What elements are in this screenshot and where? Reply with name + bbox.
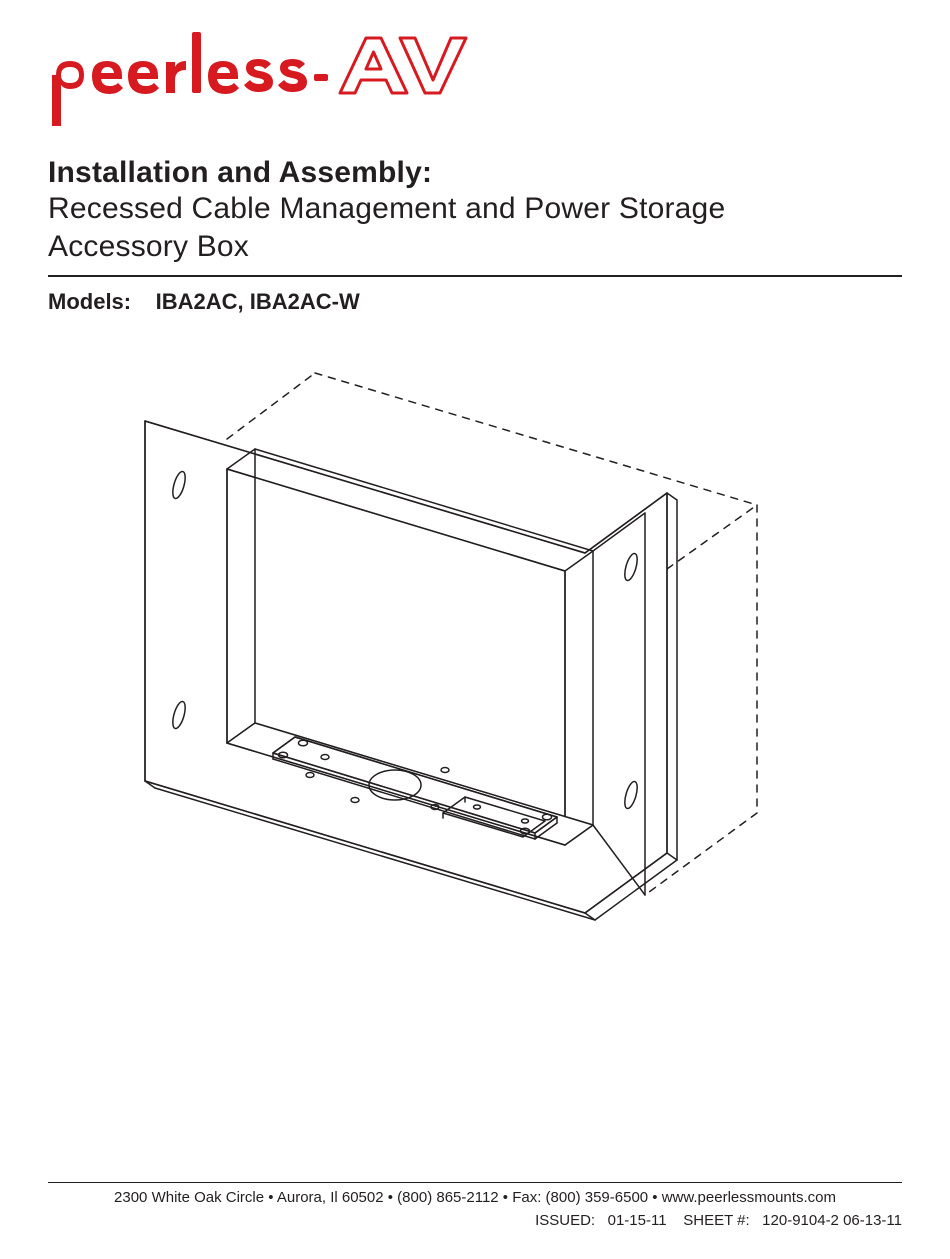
brand-logo — [48, 30, 902, 138]
title-main: Installation and Assembly: — [48, 156, 902, 190]
title-block: Installation and Assembly: Recessed Cabl… — [48, 156, 902, 265]
issued-label: ISSUED: — [535, 1212, 595, 1229]
accessory-box-drawing — [105, 355, 845, 975]
peerless-av-logo — [48, 30, 468, 138]
footer-contact: 2300 White Oak Circle • Aurora, Il 60502… — [48, 1189, 902, 1206]
models-line: Models: IBA2AC, IBA2AC-W — [48, 289, 902, 315]
issued-date: 01-15-11 — [608, 1212, 667, 1229]
header-rule — [48, 275, 902, 277]
title-sub-line1: Recessed Cable Management and Power Stor… — [48, 190, 902, 228]
sheet-value: 120-9104-2 06-13-11 — [762, 1212, 902, 1229]
models-value: IBA2AC, IBA2AC-W — [156, 289, 360, 314]
footer-rule — [48, 1182, 902, 1183]
title-sub-line2: Accessory Box — [48, 228, 902, 266]
page-footer: 2300 White Oak Circle • Aurora, Il 60502… — [48, 1182, 902, 1229]
models-label: Models: — [48, 289, 131, 314]
footer-meta: ISSUED: 01-15-11 SHEET #: 120-9104-2 06-… — [48, 1212, 902, 1229]
product-diagram — [48, 355, 902, 975]
sheet-label: SHEET #: — [683, 1212, 749, 1229]
